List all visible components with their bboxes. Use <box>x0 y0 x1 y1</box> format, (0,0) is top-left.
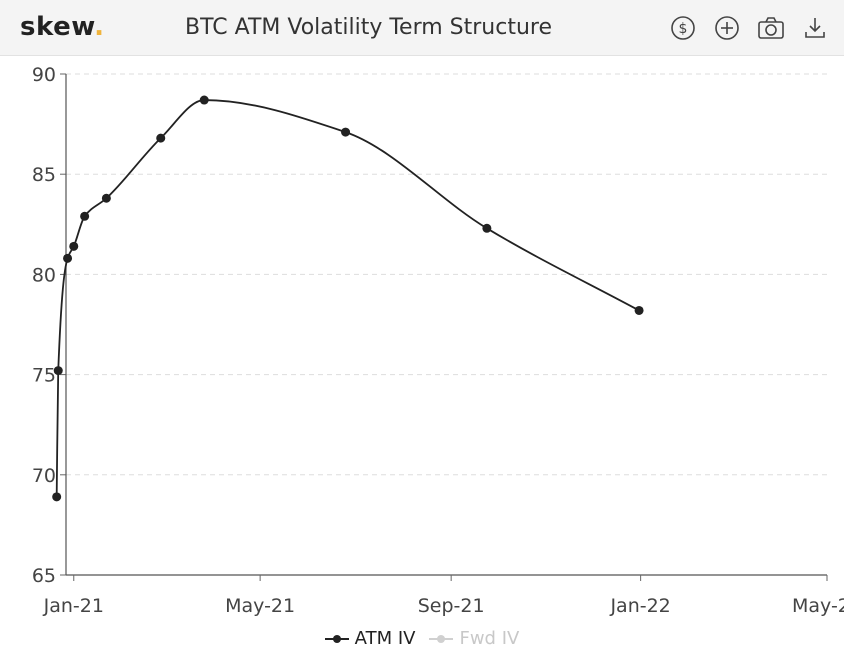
x-tick-label: May-21 <box>225 595 295 617</box>
y-tick-label: 65 <box>32 565 56 587</box>
data-point[interactable] <box>482 223 492 233</box>
grid-lines <box>66 73 827 476</box>
legend-label-atm-iv: ATM IV <box>354 628 416 649</box>
y-tick-label: 85 <box>32 164 56 186</box>
series-layer <box>52 95 644 502</box>
legend-fwd-iv-marker-icon <box>429 634 454 643</box>
y-tick-label: 80 <box>32 264 56 286</box>
camera-icon[interactable] <box>756 14 786 42</box>
data-point[interactable] <box>80 211 90 221</box>
data-point[interactable] <box>199 95 209 105</box>
axes: 65 70 75 80 85 90 Jan-21 May-21 Sep-21 Jan-22 May-… <box>32 64 844 617</box>
chart-toolbar: $ <box>668 14 830 42</box>
data-point[interactable] <box>69 241 79 251</box>
data-point[interactable] <box>52 492 62 502</box>
dollar-icon[interactable]: $ <box>668 14 698 42</box>
data-point[interactable] <box>63 253 73 263</box>
y-tick-label: 90 <box>32 64 56 86</box>
skew-logo: skew. <box>20 12 104 42</box>
x-tick-label: Jan-22 <box>609 595 670 617</box>
chart-title: BTC ATM Volatility Term Structure <box>185 15 553 40</box>
legend-label-fwd-iv: Fwd IV <box>459 628 520 649</box>
x-tick-label: May-22 <box>792 595 844 617</box>
chart-header: skew. BTC ATM Volatility Term Structure … <box>0 0 844 56</box>
legend-item-atm-iv[interactable]: ATM IV <box>324 628 416 649</box>
chart-legend: ATM IV Fwd IV <box>0 628 844 649</box>
legend-item-fwd-iv[interactable]: Fwd IV <box>429 628 519 649</box>
data-point[interactable] <box>341 127 351 137</box>
data-point[interactable] <box>156 133 166 143</box>
logo-dot: . <box>94 12 105 42</box>
x-tick-label: Jan-21 <box>43 595 104 617</box>
data-point[interactable] <box>634 305 644 315</box>
zoom-in-icon[interactable] <box>712 14 742 42</box>
data-point[interactable] <box>53 366 63 376</box>
download-icon[interactable] <box>800 14 830 42</box>
chart-plot-area: 65 70 75 80 85 90 Jan-21 May-21 Sep-21 Jan-22 May-… <box>32 64 844 617</box>
series-line-atm-iv <box>55 99 640 497</box>
y-tick-label: 75 <box>32 365 56 387</box>
data-point[interactable] <box>101 193 111 203</box>
logo-text: skew <box>20 12 95 42</box>
svg-text:$: $ <box>679 21 688 37</box>
legend-atm-iv-marker-icon <box>324 634 349 643</box>
y-tick-label: 70 <box>32 465 56 487</box>
x-tick-label: Sep-21 <box>418 595 485 617</box>
